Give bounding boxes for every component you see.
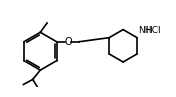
Text: NH: NH (138, 26, 152, 35)
Text: O: O (64, 37, 72, 47)
Text: HCl: HCl (145, 26, 161, 35)
